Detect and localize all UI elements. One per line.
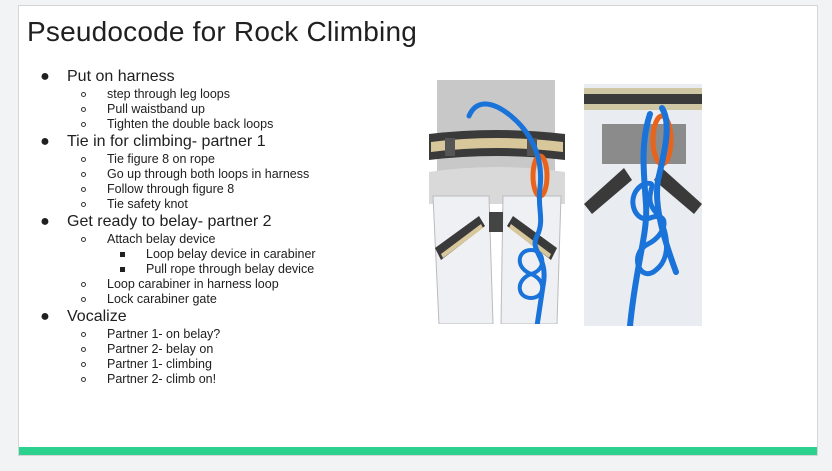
slide-title: Pseudocode for Rock Climbing: [27, 16, 418, 47]
figure-eight-knot: [630, 180, 670, 277]
right-leg-loop: [654, 168, 702, 214]
belt-buckle: [527, 138, 537, 156]
bullet-circle-icon: [81, 121, 86, 127]
right-leg-loop: [507, 216, 557, 260]
bullet-circle-icon: [81, 296, 86, 302]
bullet-circle-icon: [81, 376, 86, 382]
figure-eight-knot: [517, 247, 545, 301]
bullet-circle-icon: [81, 281, 86, 287]
right-leg: [500, 195, 562, 324]
bullet-square-icon: [120, 252, 125, 257]
harness-tie-in-illustration: [429, 80, 565, 324]
bullet-circle-icon: [81, 201, 86, 207]
bullet-dot-icon: ●: [40, 213, 50, 230]
belt-buckle: [445, 138, 455, 156]
left-leg-loop: [435, 216, 485, 260]
bullet-dot-icon: ●: [40, 133, 50, 150]
bullet-circle-icon: [81, 346, 86, 352]
bullet-dot-icon: ●: [40, 68, 50, 85]
waist-belt: [584, 94, 702, 104]
left-leg-loop-padding: [441, 224, 483, 258]
bullet-circle-icon: [81, 91, 86, 97]
bullet-circle-icon: [81, 171, 86, 177]
left-leg: [432, 195, 494, 324]
belay-loop: [489, 212, 503, 232]
bullet-circle-icon: [81, 331, 86, 337]
bullet-circle-icon: [81, 156, 86, 162]
accent-bar: [19, 447, 817, 455]
bullet-square-icon: [120, 267, 125, 272]
slide: Pseudocode for Rock Climbing ● Put on ha…: [18, 5, 818, 456]
bullet-circle-icon: [81, 361, 86, 367]
bullet-circle-icon: [81, 106, 86, 112]
right-leg-loop-padding: [509, 224, 551, 258]
figure-eight-knot-illustration: [584, 84, 702, 326]
bullet-circle-icon: [81, 236, 86, 242]
bullet-circle-icon: [81, 186, 86, 192]
left-leg-loop: [584, 168, 632, 214]
bullet-dot-icon: ●: [40, 308, 50, 325]
